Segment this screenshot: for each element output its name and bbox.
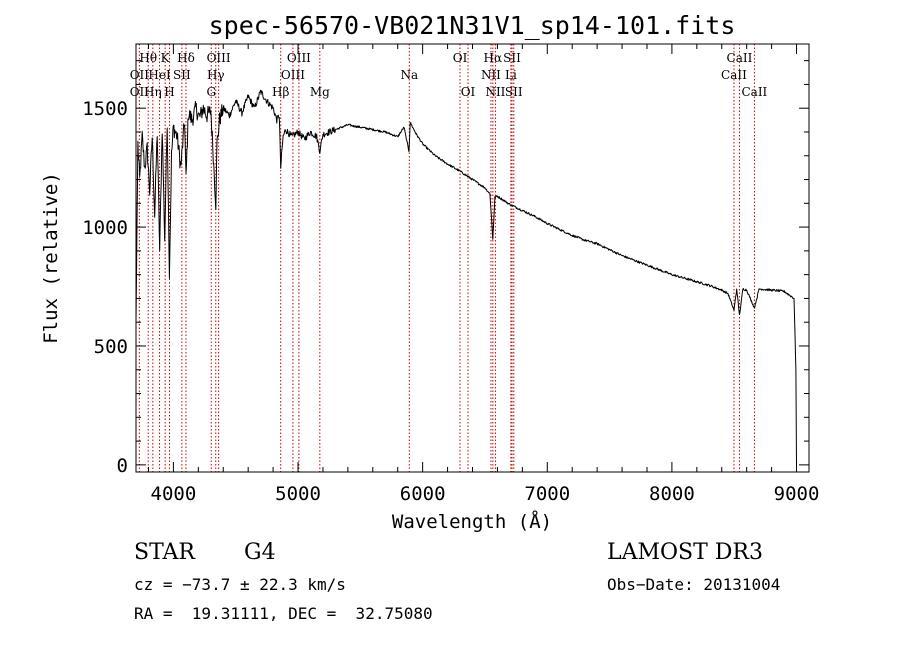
x-tick-label-7000: 7000 (524, 483, 570, 505)
line-label-oiii-4363: OIII (207, 51, 231, 65)
chart-title: spec-56570-VB021N31V1_sp14-101.fits (209, 11, 736, 40)
line-label-hβ-4861: Hβ (272, 85, 289, 99)
spectral-line-markers (138, 44, 755, 472)
object-class: STAR (134, 540, 195, 565)
line-label-sii-6717: SII (503, 51, 521, 65)
x-tick-label-8000: 8000 (649, 483, 695, 505)
y-axis-label: Flux (relative) (40, 172, 62, 344)
x-tick-label-4000: 4000 (151, 483, 197, 505)
line-label-oiii-4959: OIII (281, 68, 305, 82)
x-tick-label-5000: 5000 (275, 483, 321, 505)
line-label-li-6708: Li (505, 68, 517, 82)
line-label-k-3934: K (161, 51, 171, 65)
y-tick-label-1000: 1000 (82, 217, 128, 239)
observation-date: Obs−Date: 20131004 (607, 575, 781, 594)
line-label-oi-6364: OI (461, 85, 476, 99)
line-label-sii-6731: SII (505, 85, 523, 99)
line-label-hθ-3798: Hθ (139, 51, 157, 65)
y-tick-label-0: 0 (117, 455, 128, 477)
line-label-hei-3889: HeI (148, 68, 171, 82)
redshift-cz: cz = −73.7 ± 22.3 km/s (134, 575, 346, 594)
line-label-mg-5175: Mg (310, 85, 330, 99)
spectrum-line (135, 89, 797, 465)
line-label-sii-4068: SII (173, 68, 191, 82)
line-label-na-5893: Na (400, 68, 418, 82)
line-label-oiii-5007: OIII (287, 51, 311, 65)
line-label-caii-8542: CaII (727, 51, 753, 65)
x-tick-label-6000: 6000 (400, 483, 446, 505)
ra-dec-coordinates: RA = 19.31111, DEC = 32.75080 (134, 604, 433, 623)
line-label-oii-3727: OII (130, 68, 150, 82)
line-label-oii-3727: OII (130, 85, 150, 99)
spectral-line-labels: OII OII Hθ HeI K Hη H SII Hδ OIII Hγ G Hβ OIII OIII Mg N… (130, 51, 768, 99)
survey-name: LAMOST DR3 (607, 540, 763, 565)
y-tick-label-1500: 1500 (82, 98, 128, 120)
plot-frame (135, 43, 810, 473)
line-label-caii-8662: CaII (741, 85, 767, 99)
x-axis-label: Wavelength (Å) (392, 510, 552, 533)
line-label-h-3969: H (164, 85, 174, 99)
line-label-oi-6300: OI (453, 51, 468, 65)
line-label-g-4304: G (206, 85, 216, 99)
line-label-hα-6563: Hα (484, 51, 503, 65)
x-tick-label-9000: 9000 (774, 483, 820, 505)
line-label-hδ-4101: Hδ (177, 51, 195, 65)
line-label-hη-3835: Hη (144, 85, 162, 99)
line-label-nii-6584: NII (485, 85, 505, 99)
line-label-hγ-4340: Hγ (207, 68, 225, 82)
line-label-nii-6548: NII (481, 68, 501, 82)
y-tick-label-500: 500 (94, 336, 128, 358)
axis-ticks: 4000 5000 6000 7000 8000 9000 0 500 1000 1500 (82, 44, 819, 505)
object-subclass: G4 (244, 540, 276, 565)
line-label-caii-8498: CaII (721, 68, 747, 82)
